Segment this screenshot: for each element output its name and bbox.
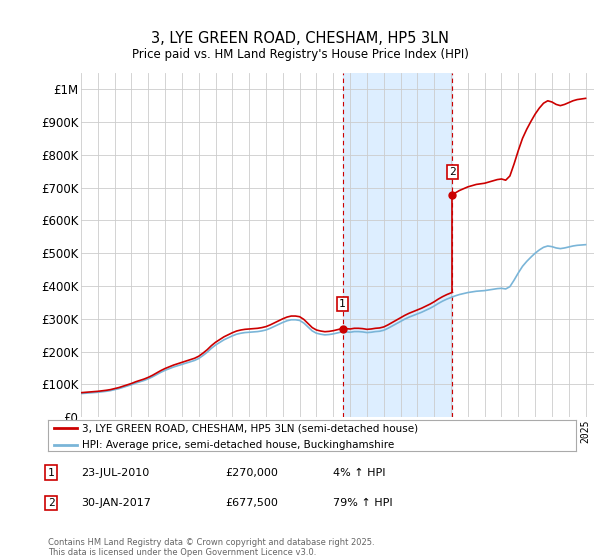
Text: £270,000: £270,000 [225, 468, 278, 478]
Bar [343, 73, 452, 417]
Text: 2: 2 [47, 498, 55, 508]
Text: 1: 1 [339, 299, 346, 309]
Text: Contains HM Land Registry data © Crown copyright and database right 2025.
This d: Contains HM Land Registry data © Crown c… [48, 538, 374, 557]
Text: 2: 2 [449, 167, 456, 177]
Text: 3, LYE GREEN ROAD, CHESHAM, HP5 3LN (semi-detached house): 3, LYE GREEN ROAD, CHESHAM, HP5 3LN (sem… [82, 423, 418, 433]
Text: 1: 1 [47, 468, 55, 478]
Text: Price paid vs. HM Land Registry's House Price Index (HPI): Price paid vs. HM Land Registry's House … [131, 48, 469, 60]
Text: HPI: Average price, semi-detached house, Buckinghamshire: HPI: Average price, semi-detached house,… [82, 440, 395, 450]
Text: 4% ↑ HPI: 4% ↑ HPI [333, 468, 386, 478]
Text: 79% ↑ HPI: 79% ↑ HPI [333, 498, 392, 508]
Text: 23-JUL-2010: 23-JUL-2010 [81, 468, 149, 478]
Text: 3, LYE GREEN ROAD, CHESHAM, HP5 3LN: 3, LYE GREEN ROAD, CHESHAM, HP5 3LN [151, 31, 449, 46]
Text: £677,500: £677,500 [225, 498, 278, 508]
Text: 30-JAN-2017: 30-JAN-2017 [81, 498, 151, 508]
